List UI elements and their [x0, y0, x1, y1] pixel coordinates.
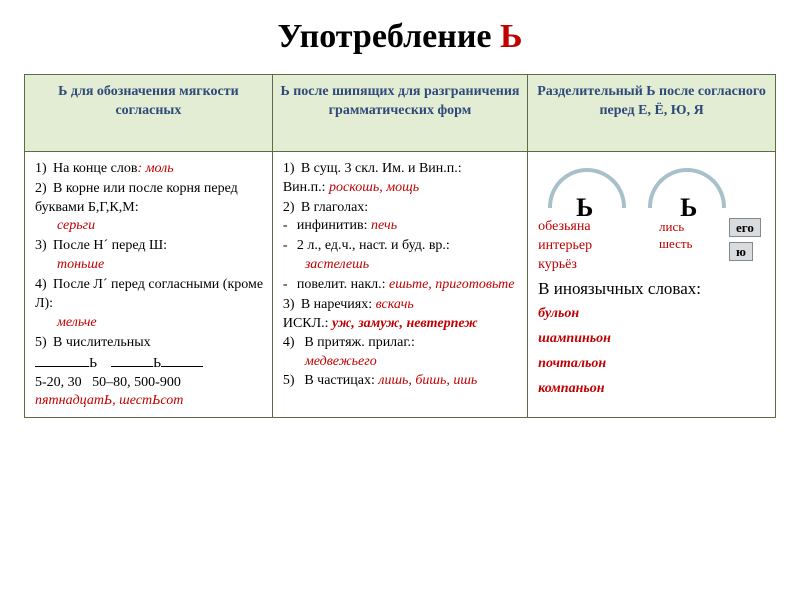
dash: - [283, 237, 297, 256]
nums: 5-20, 30 [35, 375, 82, 390]
badge: его [729, 218, 761, 238]
col3-header: Разделительный Ь после согласного перед … [528, 75, 776, 152]
text: После Л´ перед согласными (кроме Л): [35, 277, 263, 311]
text: повелит. накл.: [297, 277, 389, 292]
example: пятнадцатЬ, шестЬсот [35, 392, 266, 411]
blank [35, 366, 89, 367]
text: В притяж. прилаг.: [301, 335, 415, 350]
page-title: Употребление Ь [24, 18, 776, 56]
example: лишь, бишь, ишь [378, 373, 477, 388]
dash: - [283, 276, 297, 295]
example: курьёз [538, 256, 649, 275]
col2-body: 1)В сущ. 3 скл. Им. и Вин.п.: Вин.п.: ро… [272, 151, 527, 418]
num: 1) [35, 160, 53, 179]
text: В сущ. 3 скл. Им. и Вин.п.: [301, 161, 462, 176]
num: 2) [35, 180, 53, 199]
title-accent: Ь [500, 18, 522, 55]
example: шесть [659, 235, 719, 253]
text: На конце слов [53, 161, 137, 176]
example: роскошь, мощь [329, 180, 419, 195]
num: 3) [35, 237, 53, 256]
num: 5) [35, 334, 53, 353]
text: 2 л., ед.ч., наст. и буд. вр.: [297, 238, 450, 253]
badge: ю [729, 242, 753, 262]
text: В иноязычных словах: [538, 279, 701, 298]
example: : моль [137, 161, 173, 176]
col2-header: Ь после шипящих для разграничения грамма… [272, 75, 527, 152]
num: 2) [283, 199, 301, 218]
num: 4) [283, 334, 301, 353]
example: бульон [538, 305, 769, 324]
dash: - [283, 217, 297, 236]
example: ешьте, приготовьте [389, 277, 514, 292]
text: В числительных [53, 335, 151, 350]
example: серьги [35, 217, 266, 236]
example: медвежьего [283, 353, 521, 372]
example: застелешь [283, 256, 521, 275]
rules-table: Ь для обозначения мягкости согласных Ь п… [24, 74, 776, 418]
blank [111, 366, 153, 367]
text: В глаголах: [301, 200, 368, 215]
example: обезьяна [538, 218, 649, 237]
example: тоньше [35, 256, 266, 275]
example: компаньон [538, 380, 769, 399]
example: вскачь [376, 297, 414, 312]
blank [161, 366, 203, 367]
text: ИСКЛ.: [283, 316, 332, 331]
mark: Ь [153, 356, 161, 371]
num: 4) [35, 276, 53, 295]
text: После Н´ перед Ш: [53, 238, 167, 253]
text: В частицах: [301, 373, 379, 388]
title-main: Употребление [278, 18, 501, 55]
num: 3) [283, 296, 301, 315]
mark: Ь [89, 356, 97, 371]
text: В корне или после корня перед буквами Б,… [35, 181, 238, 215]
big-letter: Ь [576, 190, 593, 225]
text: инфинитив: [297, 218, 371, 233]
big-letter: Ь [680, 190, 697, 225]
nums: 50–80, 500-900 [92, 375, 181, 390]
col3-body: Ь Ь обезьяна интерьер курьёз лись шесть [528, 151, 776, 418]
example: шампиньон [538, 330, 769, 349]
example: мельче [35, 314, 266, 333]
example: интерьер [538, 237, 649, 256]
exception: уж, замуж, невтерпеж [332, 316, 478, 331]
example: печь [371, 218, 397, 233]
col1-header: Ь для обозначения мягкости согласных [25, 75, 273, 152]
arc-diagram: Ь Ь [548, 166, 769, 216]
text: В наречиях: [301, 297, 376, 312]
col1-body: 1)На конце слов: моль 2)В корне или посл… [25, 151, 273, 418]
example: почтальон [538, 355, 769, 374]
num: 5) [283, 372, 301, 391]
num: 1) [283, 160, 301, 179]
